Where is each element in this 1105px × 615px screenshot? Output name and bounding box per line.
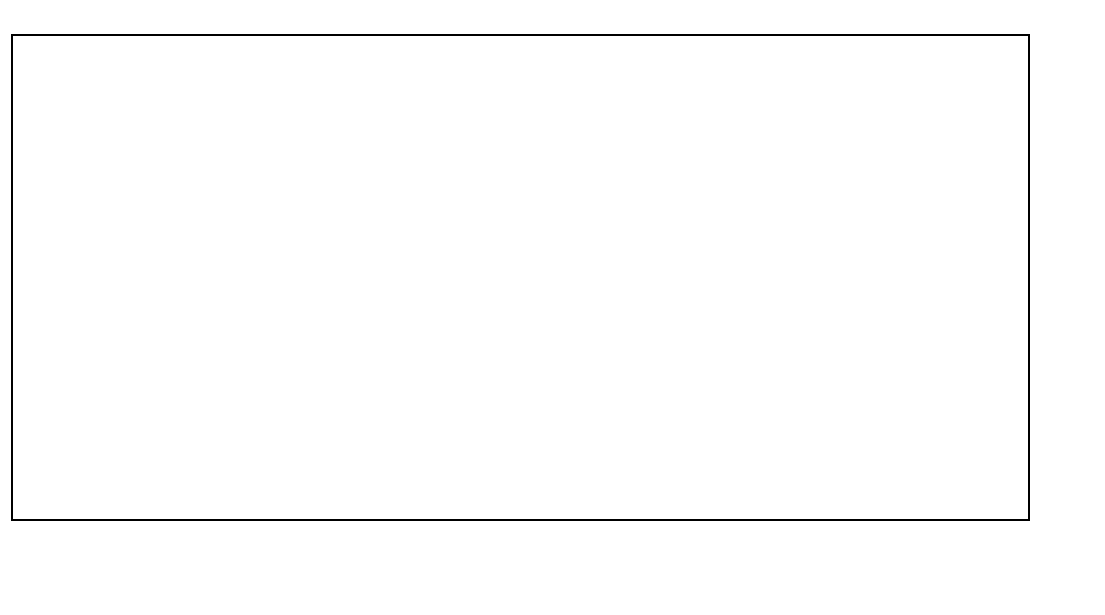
map-svg	[13, 36, 1028, 519]
colorbar-swatches	[11, 556, 1094, 580]
map-panel[interactable]	[11, 34, 1030, 521]
map-background	[13, 36, 1028, 519]
colorbar[interactable]	[11, 556, 1094, 580]
